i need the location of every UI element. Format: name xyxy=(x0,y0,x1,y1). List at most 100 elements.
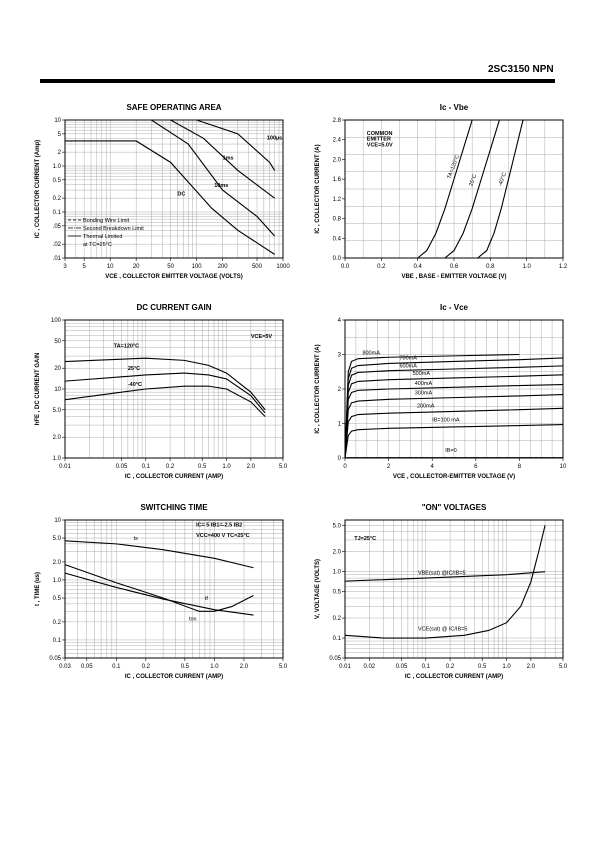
series-label: VCE(sat) @ IC/IB=5 xyxy=(418,626,467,632)
y-tick-label: 1.6 xyxy=(333,177,342,183)
series-label: 300mA xyxy=(415,391,433,397)
chart-title: Ic - Vbe xyxy=(440,103,469,112)
series-line-vce-sat-ic-ib-5 xyxy=(344,525,546,639)
x-axis-label: IC , COLLECTOR CURRENT (AMP) xyxy=(125,674,223,680)
y-tick-label: 0.4 xyxy=(333,236,342,242)
series-label: ts xyxy=(134,536,139,542)
x-axis-label: VCE , COLLECTOR EMITTER VOLTAGE (VOLTS) xyxy=(105,274,243,280)
series-line-tf xyxy=(64,564,254,612)
annotation: 100µs xyxy=(267,135,282,141)
y-tick-label: 0.8 xyxy=(333,217,342,223)
chart-title: DC CURRENT GAIN xyxy=(136,303,211,312)
series-label: 25°C xyxy=(468,174,478,188)
x-tick-label: 0.2 xyxy=(377,264,386,270)
x-tick-label: 2.0 xyxy=(247,464,256,470)
y-tick-label: 1.0 xyxy=(333,570,342,576)
series-label: tf xyxy=(205,596,209,602)
x-axis-label: IC , COLLECTOR CURRENT (AMP) xyxy=(125,474,223,480)
legend-entry: at TC=25°C xyxy=(83,242,112,248)
series-line-100-s xyxy=(65,119,276,171)
x-tick-label: 3 xyxy=(63,264,67,270)
annotation: VCC=400 V TC=25°C xyxy=(196,533,250,539)
y-tick-label: 1.2 xyxy=(333,197,342,203)
x-tick-label: 0.2 xyxy=(166,464,175,470)
y-tick-label: 3 xyxy=(338,353,342,359)
series-line-ib-100-ma xyxy=(344,423,564,459)
annotation: TA=120°C xyxy=(114,343,140,349)
series-line-600ma xyxy=(344,365,564,459)
series-label: 400mA xyxy=(415,381,433,387)
series-line-200ma xyxy=(344,407,564,459)
series-line-dc xyxy=(65,140,275,255)
legend-entry: Thermal Limited xyxy=(83,234,122,240)
x-tick-label: 0.6 xyxy=(450,264,459,270)
annotation: DC xyxy=(177,191,185,197)
y-tick-label: 10 xyxy=(54,387,61,393)
series-label: VBE(sat) @IC/IB=5 xyxy=(418,571,466,577)
x-tick-label: 8 xyxy=(518,464,522,470)
y-tick-label: 0.5 xyxy=(53,596,62,602)
series-label: IB=0 xyxy=(445,448,456,454)
x-tick-label: 1000 xyxy=(276,264,290,270)
y-axis-label: IC , COLLECTOR CURRENT (A) xyxy=(315,144,321,233)
y-axis-label: IC , COLLECTOR CURRENT (Amp) xyxy=(35,140,41,238)
header-rule xyxy=(40,79,555,83)
x-tick-label: 2.0 xyxy=(240,664,249,670)
chart-switching-time: SWITCHING TIME 0.03 0.05 0.1 0.2 0.5 1.0 2.0 5.0… xyxy=(35,503,288,680)
x-tick-label: 5 xyxy=(82,264,86,270)
x-tick-label: 0.1 xyxy=(422,664,431,670)
x-tick-label: 50 xyxy=(167,264,174,270)
x-tick-label: 2.0 xyxy=(527,664,536,670)
plot-frame xyxy=(64,519,284,659)
x-tick-label: 5.0 xyxy=(279,464,288,470)
y-tick-label: .05 xyxy=(53,224,62,230)
chart-soa: SAFE OPERATING AREA 3 5 10 20 50 100 200 500 1000… xyxy=(35,103,290,280)
y-tick-label: 2.0 xyxy=(333,550,342,556)
series-line-300ma xyxy=(344,393,564,459)
y-tick-label: 2.4 xyxy=(333,138,342,144)
series-label: TA=120°C xyxy=(447,154,461,180)
x-tick-label: 5.0 xyxy=(279,664,288,670)
series-label: ton xyxy=(189,617,197,623)
y-tick-label: 4 xyxy=(338,318,342,324)
series-label: 600mA xyxy=(400,364,418,370)
y-tick-label: 0.1 xyxy=(53,210,62,216)
y-tick-label: 0.2 xyxy=(53,196,62,202)
y-tick-label: 0.5 xyxy=(53,178,62,184)
x-tick-label: 5.0 xyxy=(559,664,568,670)
annotation: IC= 5 IB1=-2.5 IB2 xyxy=(196,522,242,528)
x-tick-label: 0.2 xyxy=(446,664,455,670)
x-tick-label: 1.0 xyxy=(222,464,231,470)
chart-ic-vce: Ic - Vce 0 2 4 6 8 10 0 1 2 3 4 VCE , COLLECTOR-EMIT… xyxy=(315,303,567,480)
x-tick-label: 0.03 xyxy=(59,664,71,670)
series-label: 700mA xyxy=(400,356,418,362)
series-line-400ma xyxy=(344,383,564,459)
y-tick-label: 5.0 xyxy=(333,523,342,529)
annotation: COMMON xyxy=(367,131,393,137)
x-tick-label: 0.1 xyxy=(142,464,151,470)
x-tick-label: 100 xyxy=(192,264,203,270)
x-tick-label: 0.4 xyxy=(413,264,422,270)
y-tick-label: 1 xyxy=(338,422,342,428)
x-tick-label: 1.0 xyxy=(210,664,219,670)
y-tick-label: 0.1 xyxy=(333,636,342,642)
chart-title: SWITCHING TIME xyxy=(140,503,208,512)
x-axis-label: IC , COLLECTOR CURRENT (AMP) xyxy=(405,674,503,680)
x-tick-label: 10 xyxy=(560,464,567,470)
legend-entry: Bonding Wire Limit xyxy=(83,218,130,224)
legend-entry: Second Breakdown Limit xyxy=(83,226,144,232)
annotation: -40°C xyxy=(128,382,142,388)
chart-title: SAFE OPERATING AREA xyxy=(126,103,221,112)
x-tick-label: 0.05 xyxy=(396,664,408,670)
series-line-25-c xyxy=(444,119,500,259)
annotation: TJ=25°C xyxy=(354,536,376,542)
series-line-ton xyxy=(64,572,254,616)
part-number-header: 2SC3150 NPN xyxy=(488,64,554,75)
y-tick-label: 0.5 xyxy=(333,590,342,596)
y-tick-label: 10 xyxy=(54,518,61,524)
y-axis-label: V, VOLTAGE (VOLTS) xyxy=(315,559,321,619)
series-label: 200mA xyxy=(417,404,435,410)
y-tick-label: 2 xyxy=(58,150,62,156)
y-axis-label: hFE , DC CURRENT GAIN xyxy=(35,353,41,426)
grid xyxy=(64,319,284,459)
